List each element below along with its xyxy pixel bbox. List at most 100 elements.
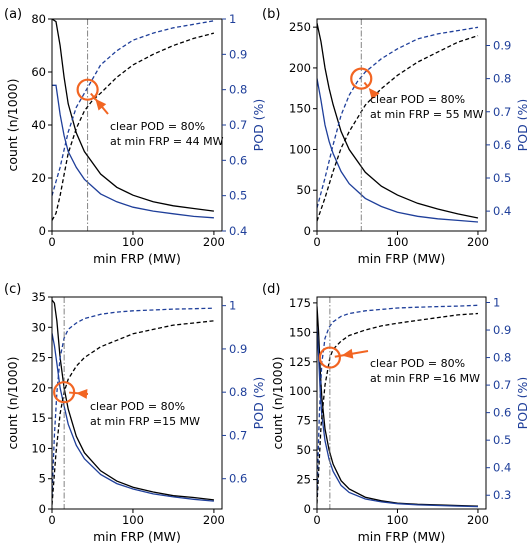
y2-tick-label: 0.8 (493, 351, 511, 365)
y-tick-label: 20 (31, 381, 46, 395)
y2-axis-label: POD (%) (515, 99, 527, 152)
annotation-arrow (363, 81, 369, 88)
y2-tick-label: 0.4 (229, 224, 247, 238)
annotation-arrowhead (341, 348, 354, 359)
pod-line-blue-dashed (317, 26, 479, 208)
y-tick-label: 25 (296, 473, 311, 487)
y-axis-label: count (n/1000) (270, 357, 285, 450)
y2-tick-label: 0.8 (229, 83, 247, 97)
x-tick-label: 0 (313, 513, 320, 527)
y2-tick-label: 0.8 (229, 385, 247, 399)
y-tick-label: 60 (31, 65, 46, 79)
y2-tick-label: 0.7 (493, 105, 511, 119)
pod-marker-circle (76, 78, 99, 101)
annotation-arrowhead (76, 388, 88, 399)
y2-tick-label: 0.6 (229, 153, 247, 167)
y2-tick-label: 0.6 (493, 406, 511, 420)
y-tick-label: 100 (289, 384, 311, 398)
y-tick-label: 175 (289, 296, 311, 310)
series-group (52, 299, 214, 505)
y2-tick-label: 0.5 (493, 433, 511, 447)
y-tick-label: 5 (39, 472, 46, 486)
x-tick-label: 0 (48, 235, 55, 249)
annotation-arrowhead (95, 98, 107, 111)
annotation-line1: clear POD = 80% (370, 93, 465, 106)
y-tick-label: 40 (31, 118, 46, 132)
panel-label: (b) (262, 7, 280, 22)
y-tick-label: 0 (39, 502, 46, 516)
y2-axis-label: POD (%) (251, 99, 266, 152)
y2-tick-label: 1 (229, 299, 236, 313)
y-tick-label: 50 (296, 183, 311, 197)
y-tick-label: 35 (31, 290, 46, 304)
count-line-blue (52, 333, 214, 502)
y-tick-label: 250 (289, 20, 311, 34)
x-tick-label: 200 (467, 235, 489, 249)
series-group (52, 19, 215, 221)
pod-line-black-dashed (52, 32, 215, 221)
annotation-line1: clear POD = 80% (370, 357, 465, 370)
y2-axis-label: POD (%) (515, 377, 527, 430)
count-line-blue (52, 84, 214, 219)
panel-d: 0 100 200 0 25 50 75 100 125 150 175 0.3 0.4 0.5 0.6 0.… (262, 282, 527, 544)
y2-tick-label: 0.9 (229, 342, 247, 356)
y-tick-label: 25 (31, 351, 46, 365)
panel-a: 0 100 200 0 20 40 60 80 0.4 0.5 0.6 0.7 0.8 0.9 1 min F… (4, 7, 266, 266)
x-tick-label: 100 (122, 235, 144, 249)
annotation-line2: at min FRP = 44 MW (110, 135, 224, 148)
y-tick-label: 15 (31, 411, 46, 425)
y-tick-label: 0 (304, 224, 311, 238)
pod-line-black-dashed (52, 320, 214, 505)
y2-axis-label: POD (%) (251, 377, 266, 430)
annotation-arrowhead (368, 87, 380, 100)
panel-c: 0 100 200 0 5 10 15 20 25 30 35 0.6 0.7 0.8 0.9 1 min FR… (4, 282, 266, 544)
x-tick-label: 100 (122, 513, 144, 527)
x-axis-label: min FRP (MW) (358, 251, 446, 266)
x-tick-label: 200 (467, 513, 489, 527)
x-tick-label: 0 (313, 235, 320, 249)
x-tick-label: 200 (203, 235, 225, 249)
annotation-line1: clear POD = 80% (110, 120, 205, 133)
annotation-line2: at min FRP =15 MW (90, 415, 200, 428)
y-tick-label: 125 (289, 355, 311, 369)
y-tick-label: 200 (289, 61, 311, 75)
y-tick-label: 100 (289, 142, 311, 156)
y2-tick-label: 0.7 (229, 428, 247, 442)
y-tick-label: 0 (304, 502, 311, 516)
y2-tick-label: 0.9 (493, 39, 511, 53)
y-tick-label: 30 (31, 320, 46, 334)
series-group (317, 22, 479, 223)
x-tick-label: 0 (48, 513, 55, 527)
panel-label: (c) (4, 282, 21, 297)
annotation-line2: at min FRP =16 MW (370, 372, 480, 385)
y2-tick-label: 0.5 (229, 189, 247, 203)
x-tick-label: 100 (386, 235, 408, 249)
panel-label: (a) (4, 7, 22, 22)
count-line-black (52, 19, 214, 212)
y2-tick-label: 0.5 (493, 171, 511, 185)
y2-tick-label: 0.7 (493, 378, 511, 392)
count-line-black (317, 22, 479, 219)
y-tick-label: 150 (289, 325, 311, 339)
count-line-blue (317, 78, 479, 223)
y-tick-label: 0 (39, 224, 46, 238)
annotation-line1: clear POD = 80% (90, 400, 185, 413)
pod-line-black-dashed (317, 312, 479, 504)
y2-tick-label: 0.8 (493, 72, 511, 86)
panel-b: 0 100 200 0 50 100 150 200 250 0.4 0.5 0.6 0.7 0.8 0.9… (262, 7, 527, 266)
y2-tick-label: 0.4 (493, 204, 511, 218)
plot-frame (316, 296, 487, 510)
y-axis-label: count (n/1000) (5, 357, 20, 450)
y2-tick-label: 1 (229, 12, 236, 26)
y2-tick-label: 0.6 (493, 138, 511, 152)
pod-line-blue-dashed (52, 20, 215, 196)
y2-tick-label: 0.9 (229, 47, 247, 61)
count-line-black (52, 299, 214, 501)
x-axis-label: min FRP (MW) (93, 251, 181, 266)
pod-line-blue-dashed (317, 304, 479, 496)
y2-tick-label: 0.9 (493, 323, 511, 337)
panel-label: (d) (262, 282, 280, 297)
y2-tick-label: 0.4 (493, 461, 511, 475)
x-tick-label: 100 (386, 513, 408, 527)
